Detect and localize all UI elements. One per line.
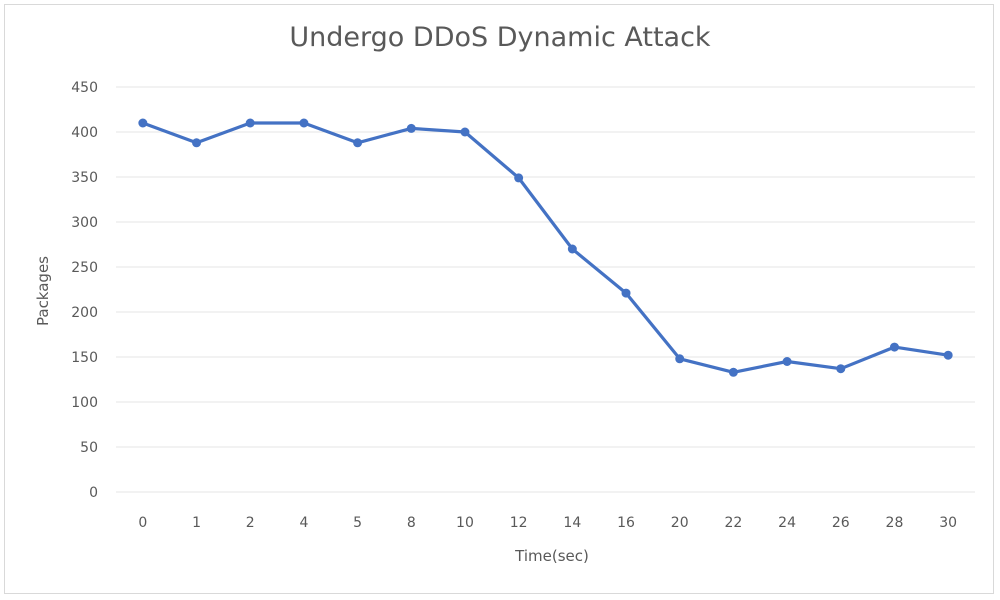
- x-axis-label: Time(sec): [514, 547, 589, 565]
- data-point: [460, 127, 470, 137]
- x-tick-label: 0: [138, 515, 147, 531]
- data-point: [567, 244, 577, 254]
- y-tick-label: 300: [71, 215, 98, 231]
- data-point: [138, 118, 148, 128]
- x-tick-label: 12: [510, 515, 528, 531]
- data-point: [353, 138, 363, 148]
- chart-frame: [4, 4, 994, 594]
- y-tick-label: 250: [71, 260, 98, 276]
- x-tick-label: 26: [832, 515, 850, 531]
- gridlines: [116, 86, 975, 493]
- data-point: [675, 354, 685, 364]
- data-point: [943, 350, 953, 360]
- x-tick-label: 10: [456, 515, 474, 531]
- x-tick-label: 1: [192, 515, 201, 531]
- chart-title: Undergo DDoS Dynamic Attack: [289, 22, 711, 53]
- x-tick-label: 24: [778, 515, 796, 531]
- data-point: [782, 357, 792, 366]
- y-axis-ticks: 0 50 100 150 200 250 300 350 400 450: [71, 80, 98, 501]
- data-point: [299, 118, 309, 128]
- x-tick-label: 20: [671, 515, 689, 531]
- y-tick-label: 100: [71, 395, 98, 411]
- y-tick-label: 200: [71, 305, 98, 321]
- data-point: [621, 288, 631, 298]
- data-point: [192, 138, 202, 148]
- y-axis-label: Packages: [34, 256, 52, 326]
- series-layer: [138, 118, 953, 377]
- data-point: [889, 342, 899, 352]
- x-axis-ticks: 0 1 2 4 5 8 10 12 14 16 20 22 24 26 28 30: [138, 515, 957, 531]
- x-tick-label: 4: [299, 515, 308, 531]
- x-tick-label: 28: [886, 515, 904, 531]
- data-point: [728, 367, 738, 377]
- y-tick-label: 0: [89, 485, 98, 501]
- y-tick-label: 450: [71, 80, 98, 96]
- x-tick-label: 2: [246, 515, 255, 531]
- y-tick-label: 50: [80, 440, 98, 456]
- y-tick-label: 400: [71, 125, 98, 141]
- x-tick-label: 8: [407, 515, 416, 531]
- x-tick-label: 30: [939, 515, 957, 531]
- x-tick-label: 22: [724, 515, 742, 531]
- data-point: [406, 123, 416, 133]
- data-point: [514, 173, 524, 183]
- x-tick-label: 14: [563, 515, 581, 531]
- y-tick-label: 150: [71, 350, 98, 366]
- series-line: [141, 121, 950, 374]
- x-tick-label: 5: [353, 515, 362, 531]
- data-point: [836, 364, 846, 374]
- y-tick-label: 350: [71, 170, 98, 186]
- data-point: [245, 118, 255, 128]
- x-tick-label: 16: [617, 515, 635, 531]
